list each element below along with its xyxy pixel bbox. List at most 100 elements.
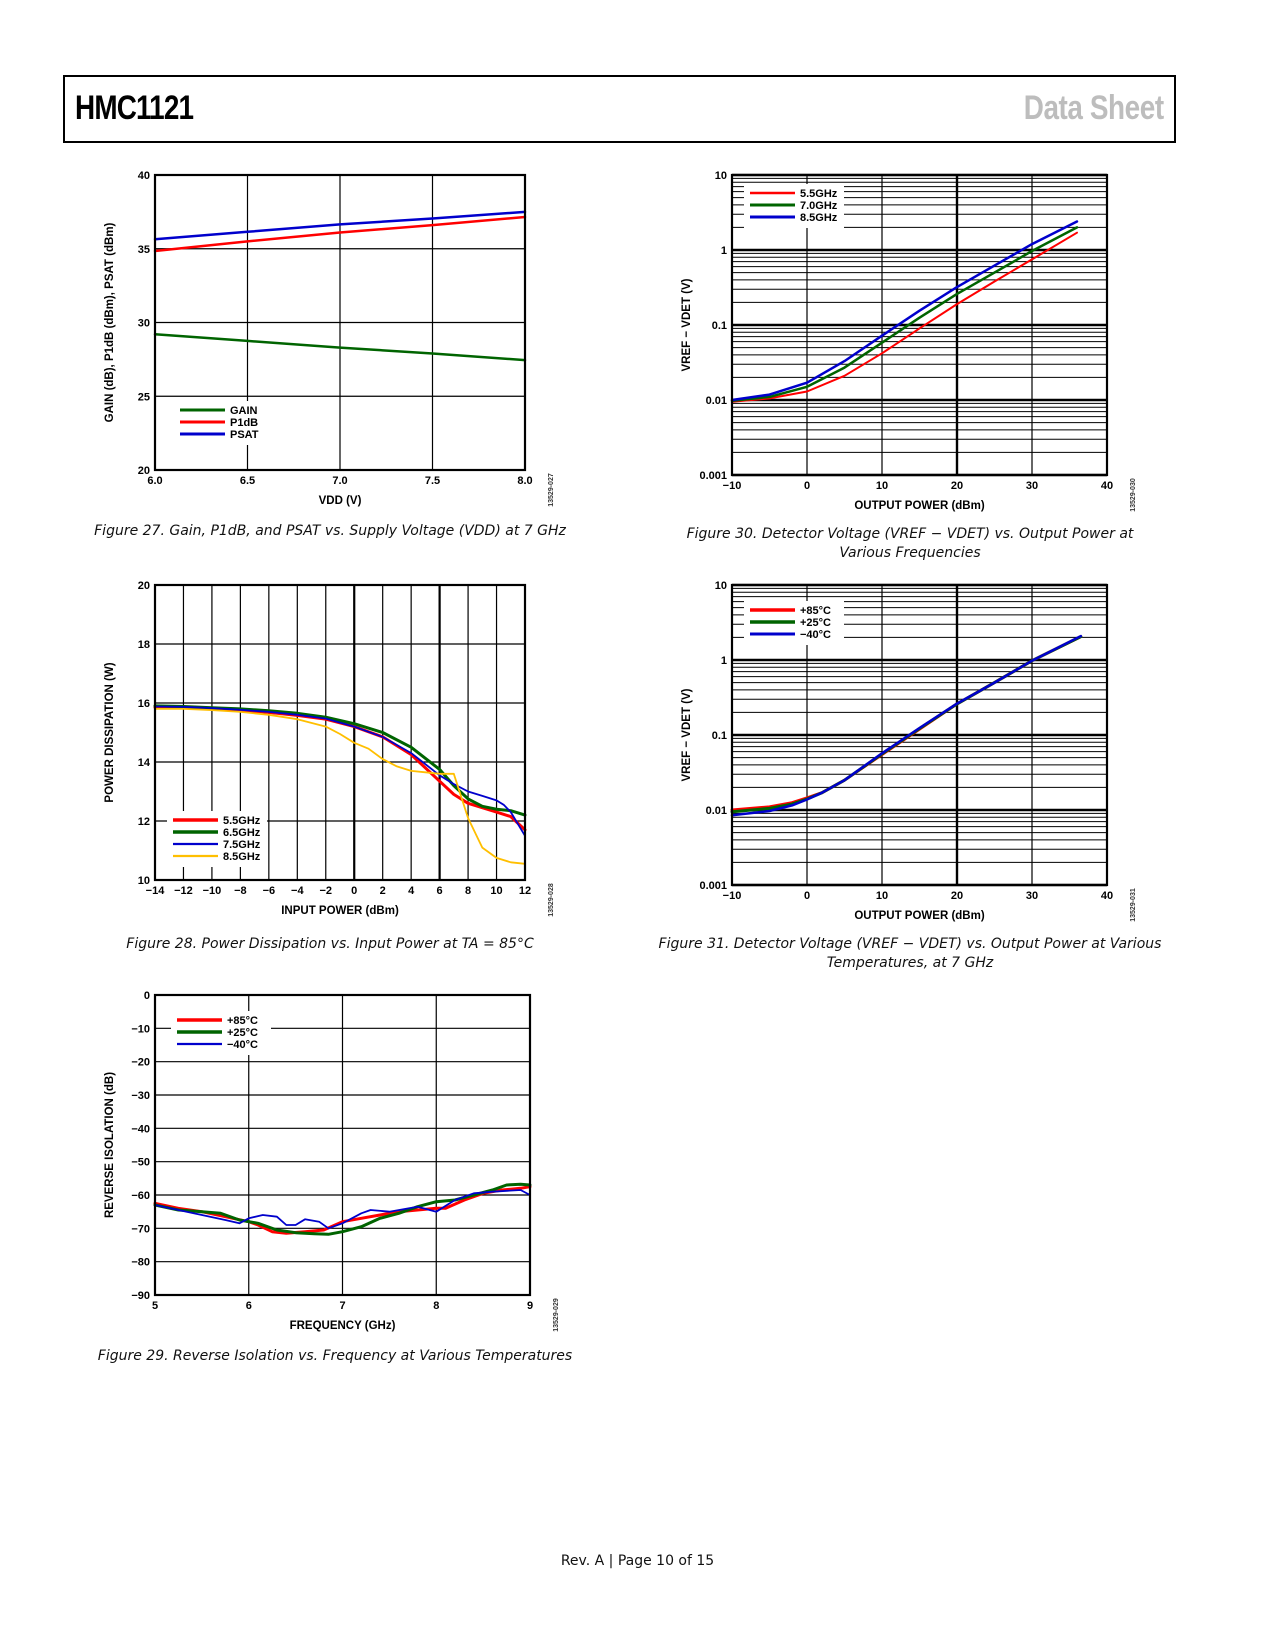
x-tick-label: −4 (291, 885, 304, 897)
y-tick-label: 0.1 (712, 320, 727, 332)
x-tick-label: −12 (174, 885, 193, 897)
figure-27-caption: Figure 27. Gain, P1dB, and PSAT vs. Supp… (90, 522, 570, 541)
figure-29-caption: Figure 29. Reverse Isolation vs. Frequen… (90, 1347, 580, 1366)
x-tick-label: 6.0 (147, 475, 162, 487)
series-line-8-5ghz (730, 220, 1079, 402)
y-tick-label: −20 (131, 1057, 150, 1069)
figure-31-chart: +85°C +25°C −40°C −10 0 10 20 30 40 0.001 0.01 0.1 1… (670, 580, 1140, 930)
y-tick-label: 20 (138, 465, 150, 477)
y-tick-label: 1 (721, 655, 727, 667)
x-tick-label: 7 (339, 1300, 345, 1312)
x-tick-label: 0 (351, 885, 357, 897)
figure-code: 13529-030 (1130, 478, 1137, 512)
y-axis-label: REVERSE ISOLATION (dB) (104, 1072, 116, 1218)
x-tick-label: 0 (804, 480, 810, 492)
series-line-5-5ghz (731, 231, 1078, 403)
page-header: HMC1121 Data Sheet (63, 75, 1176, 143)
y-tick-label: 35 (138, 244, 150, 256)
x-tick-label: 8 (465, 885, 471, 897)
y-tick-label: −10 (131, 1023, 150, 1035)
y-tick-label: −80 (131, 1257, 150, 1269)
plot-frame (730, 583, 1109, 887)
x-tick-label: 30 (1026, 890, 1038, 902)
legend-label: GAIN (230, 405, 258, 417)
x-axis-label: OUTPUT POWER (dBm) (854, 910, 984, 922)
figure-30-chart: 5.5GHz 7.0GHz 8.5GHz −10 0 10 20 30 40 0.001 0.01 0… (670, 170, 1140, 520)
x-tick-label: 40 (1101, 480, 1113, 492)
y-axis-label: POWER DISSIPATION (W) (104, 662, 116, 802)
y-tick-label: 16 (138, 698, 150, 710)
y-tick-label: 10 (138, 875, 150, 887)
x-tick-label: 40 (1101, 890, 1113, 902)
y-tick-label: −40 (131, 1123, 150, 1135)
page-footer: Rev. A | Page 10 of 15 (560, 1553, 715, 1569)
legend-label: +85°C (227, 1015, 258, 1027)
y-tick-label: 0.1 (712, 730, 727, 742)
y-tick-label: −90 (131, 1290, 150, 1302)
x-tick-label: 20 (951, 480, 963, 492)
caption-line: Figure 30. Detector Voltage (VREF − VDET… (686, 526, 1134, 542)
series-line-gain (153, 333, 527, 362)
document-type-label: Data Sheet (1023, 89, 1164, 127)
x-tick-label: 5 (152, 1300, 158, 1312)
figure-code: 13529-027 (548, 473, 555, 507)
y-tick-label: −60 (131, 1190, 150, 1202)
plot-frame (153, 993, 532, 1297)
series-line-8-5ghz (154, 707, 526, 865)
y-axis-label: VREF − VDET (V) (681, 688, 693, 781)
legend-label: −40°C (227, 1039, 258, 1051)
y-tick-label: −30 (131, 1090, 150, 1102)
x-tick-label: 30 (1026, 480, 1038, 492)
x-tick-label: −6 (263, 885, 276, 897)
x-tick-label: 10 (876, 480, 888, 492)
y-tick-label: 10 (715, 580, 727, 592)
legend-label: −40°C (800, 629, 831, 641)
x-tick-label: 12 (519, 885, 531, 897)
x-axis-label: VDD (V) (319, 495, 362, 507)
legend-label: 8.5GHz (800, 212, 838, 224)
series-line--40-c (154, 1189, 531, 1230)
y-tick-label: 0.001 (699, 880, 727, 892)
y-tick-label: 30 (138, 318, 150, 330)
legend-label: +25°C (227, 1027, 258, 1039)
legend-label: +85°C (800, 605, 831, 617)
caption-line: Figure 27. Gain, P1dB, and PSAT vs. Supp… (94, 523, 566, 539)
figure-31-caption: Figure 31. Detector Voltage (VREF − VDET… (655, 935, 1165, 973)
caption-line: Temperatures, at 7 GHz (826, 955, 994, 971)
x-tick-label: 2 (380, 885, 386, 897)
legend-label: 8.5GHz (223, 851, 261, 863)
y-tick-label: 25 (138, 391, 150, 403)
x-tick-label: 10 (490, 885, 502, 897)
caption-line: Figure 29. Reverse Isolation vs. Frequen… (97, 1348, 573, 1364)
x-tick-label: 6 (437, 885, 443, 897)
legend-label: PSAT (230, 429, 259, 441)
x-tick-label: 0 (804, 890, 810, 902)
y-axis-label: VREF − VDET (V) (681, 278, 693, 371)
x-tick-label: −14 (146, 885, 166, 897)
x-axis-label: FREQUENCY (GHz) (290, 1320, 396, 1332)
document-title: HMC1121 (75, 89, 194, 127)
figure-code: 13529-031 (1130, 888, 1137, 922)
legend-label: 7.0GHz (800, 200, 838, 212)
legend-label: +25°C (800, 617, 831, 629)
caption-line: Various Frequencies (839, 545, 981, 561)
legend-label: 7.5GHz (223, 839, 261, 851)
y-tick-label: 1 (721, 245, 727, 257)
y-tick-label: 10 (715, 170, 727, 182)
x-tick-label: −10 (203, 885, 222, 897)
plot-frame (730, 173, 1109, 477)
caption-line: Figure 31. Detector Voltage (VREF − VDET… (658, 936, 1162, 952)
x-axis-label: OUTPUT POWER (dBm) (854, 500, 984, 512)
x-tick-label: 7.0 (332, 475, 347, 487)
x-tick-label: −2 (319, 885, 332, 897)
x-tick-label: 9 (527, 1300, 533, 1312)
y-tick-label: 20 (138, 580, 150, 592)
y-tick-label: 0.01 (706, 395, 727, 407)
chart-svg: +85°C+25°C−40°C 5 6 7 8 9 −90 −80 −70 −60 −50 −40 −3… (104, 990, 560, 1332)
